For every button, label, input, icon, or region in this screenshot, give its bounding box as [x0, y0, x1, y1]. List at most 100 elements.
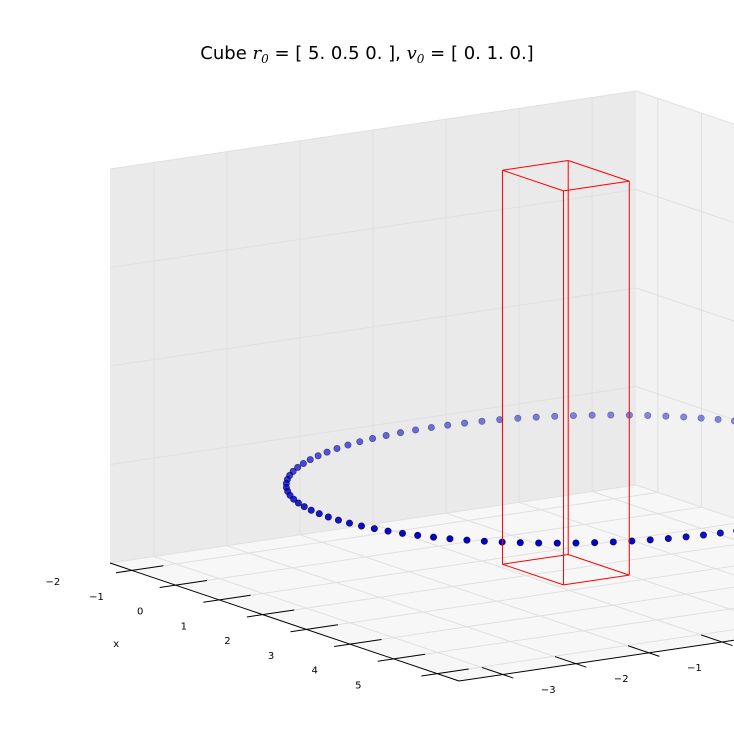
trajectory-point	[315, 510, 323, 518]
x-tick-label: 5	[355, 680, 361, 691]
trajectory-point	[609, 538, 617, 546]
trajectory-point	[300, 503, 308, 511]
trajectory-point	[553, 539, 561, 547]
trajectory-point	[480, 537, 488, 545]
trajectory-point	[344, 441, 352, 449]
x-tick-label: 1	[181, 621, 187, 632]
trajectory-point	[607, 411, 615, 419]
grid-line-y-floor	[372, 523, 723, 643]
y-tick-label: −1	[687, 663, 702, 674]
x-tick	[246, 609, 295, 618]
grid-line-z-back	[635, 189, 734, 224]
trajectory-point	[644, 411, 652, 419]
cube-edge	[563, 180, 630, 192]
title-v-symbol: v	[407, 43, 417, 64]
x-tick-label: 2	[224, 636, 230, 647]
trajectory-point	[572, 539, 580, 547]
trajectory-point	[714, 415, 722, 423]
trajectory-point	[314, 452, 322, 460]
title-r-value: = [ 5. 0.5 0. ],	[269, 43, 407, 64]
trajectory-point	[682, 533, 690, 541]
cube-edge	[502, 563, 564, 586]
title-r-symbol: r	[253, 43, 263, 64]
title-r-subscript: 0	[261, 52, 269, 66]
title-prefix: Cube	[200, 43, 252, 64]
grid-line-y-floor	[153, 556, 503, 675]
grid-line-z-back	[635, 90, 734, 125]
trajectory-point	[646, 536, 654, 544]
grid-line-z-back	[635, 484, 734, 519]
cube-wireframe	[501, 159, 630, 586]
x-tick	[115, 565, 164, 574]
axis-labels: x y z	[113, 639, 119, 650]
title-v-value: = [ 0. 1. 0.]	[424, 43, 533, 64]
grid-line-z-left	[109, 287, 637, 367]
trajectory-point	[306, 456, 314, 464]
trajectory-point	[699, 531, 707, 539]
x-axis-label: x	[113, 639, 119, 650]
trajectory-point	[412, 426, 420, 434]
chart-title: Cube r0 = [ 5. 0.5 0. ], v0 = [ 0. 1. 0.…	[200, 43, 533, 66]
x-tick-label: −2	[46, 577, 61, 588]
trajectory-point	[357, 522, 365, 530]
trajectory-point	[697, 414, 705, 422]
trajectory-point	[514, 414, 522, 422]
grid-line-y-floor	[592, 491, 734, 540]
trajectory-point	[535, 539, 543, 547]
trajectory-point	[427, 423, 435, 431]
trajectory-point	[345, 519, 353, 527]
x-tick	[290, 624, 338, 633]
trajectory-point	[628, 537, 636, 545]
trajectory-point	[369, 435, 377, 443]
x-tick-label: −1	[89, 592, 104, 603]
trajectory-point	[532, 413, 540, 421]
grid-line-y-floor	[226, 545, 577, 665]
trajectory-point	[333, 445, 341, 453]
cube-edge	[568, 553, 630, 576]
trajectory-point	[382, 431, 390, 439]
trajectory-point	[551, 412, 559, 420]
grid-line-z-back	[635, 287, 734, 322]
trajectory-points	[282, 411, 734, 547]
trajectory-point	[307, 506, 315, 514]
x-tick-label: 0	[137, 607, 143, 618]
y-tick	[481, 666, 514, 679]
trajectory-point	[334, 516, 342, 524]
grid-lines	[109, 90, 734, 675]
trajectory-point	[324, 513, 332, 521]
trajectory-point	[396, 429, 404, 437]
trajectory-point	[384, 527, 392, 535]
trajectory-point	[323, 448, 331, 456]
trajectory-point	[463, 536, 471, 544]
grid-line-y-floor	[299, 534, 650, 654]
x-tick	[159, 579, 208, 588]
trajectory-point	[716, 529, 724, 537]
x-tick-label: 4	[311, 666, 317, 677]
trajectory-point	[680, 413, 688, 421]
grid-line-z-left	[109, 386, 637, 465]
trajectory-point	[414, 531, 422, 539]
y-tick	[627, 645, 660, 657]
trajectory-point	[294, 463, 302, 471]
x-tick	[377, 653, 426, 662]
x-axis-line	[109, 562, 460, 682]
trajectory-point	[370, 525, 378, 533]
trajectory-point	[588, 411, 596, 419]
trajectory-point	[569, 412, 577, 420]
axes-panes	[110, 91, 734, 681]
trajectory-point	[444, 421, 452, 429]
grid-line-z-left	[109, 484, 637, 564]
trajectory-point	[516, 539, 524, 547]
x-tick-label: 3	[268, 651, 274, 662]
grid-line-z-left	[109, 90, 637, 170]
y-tick	[554, 656, 587, 668]
trajectory-point	[290, 495, 298, 503]
trajectory-point	[430, 533, 438, 541]
title-v-subscript: 0	[417, 52, 425, 66]
grid-line-y-floor	[518, 501, 734, 576]
trajectory-point	[398, 529, 406, 537]
trajectory-point	[664, 535, 672, 543]
trajectory-point	[356, 438, 364, 446]
